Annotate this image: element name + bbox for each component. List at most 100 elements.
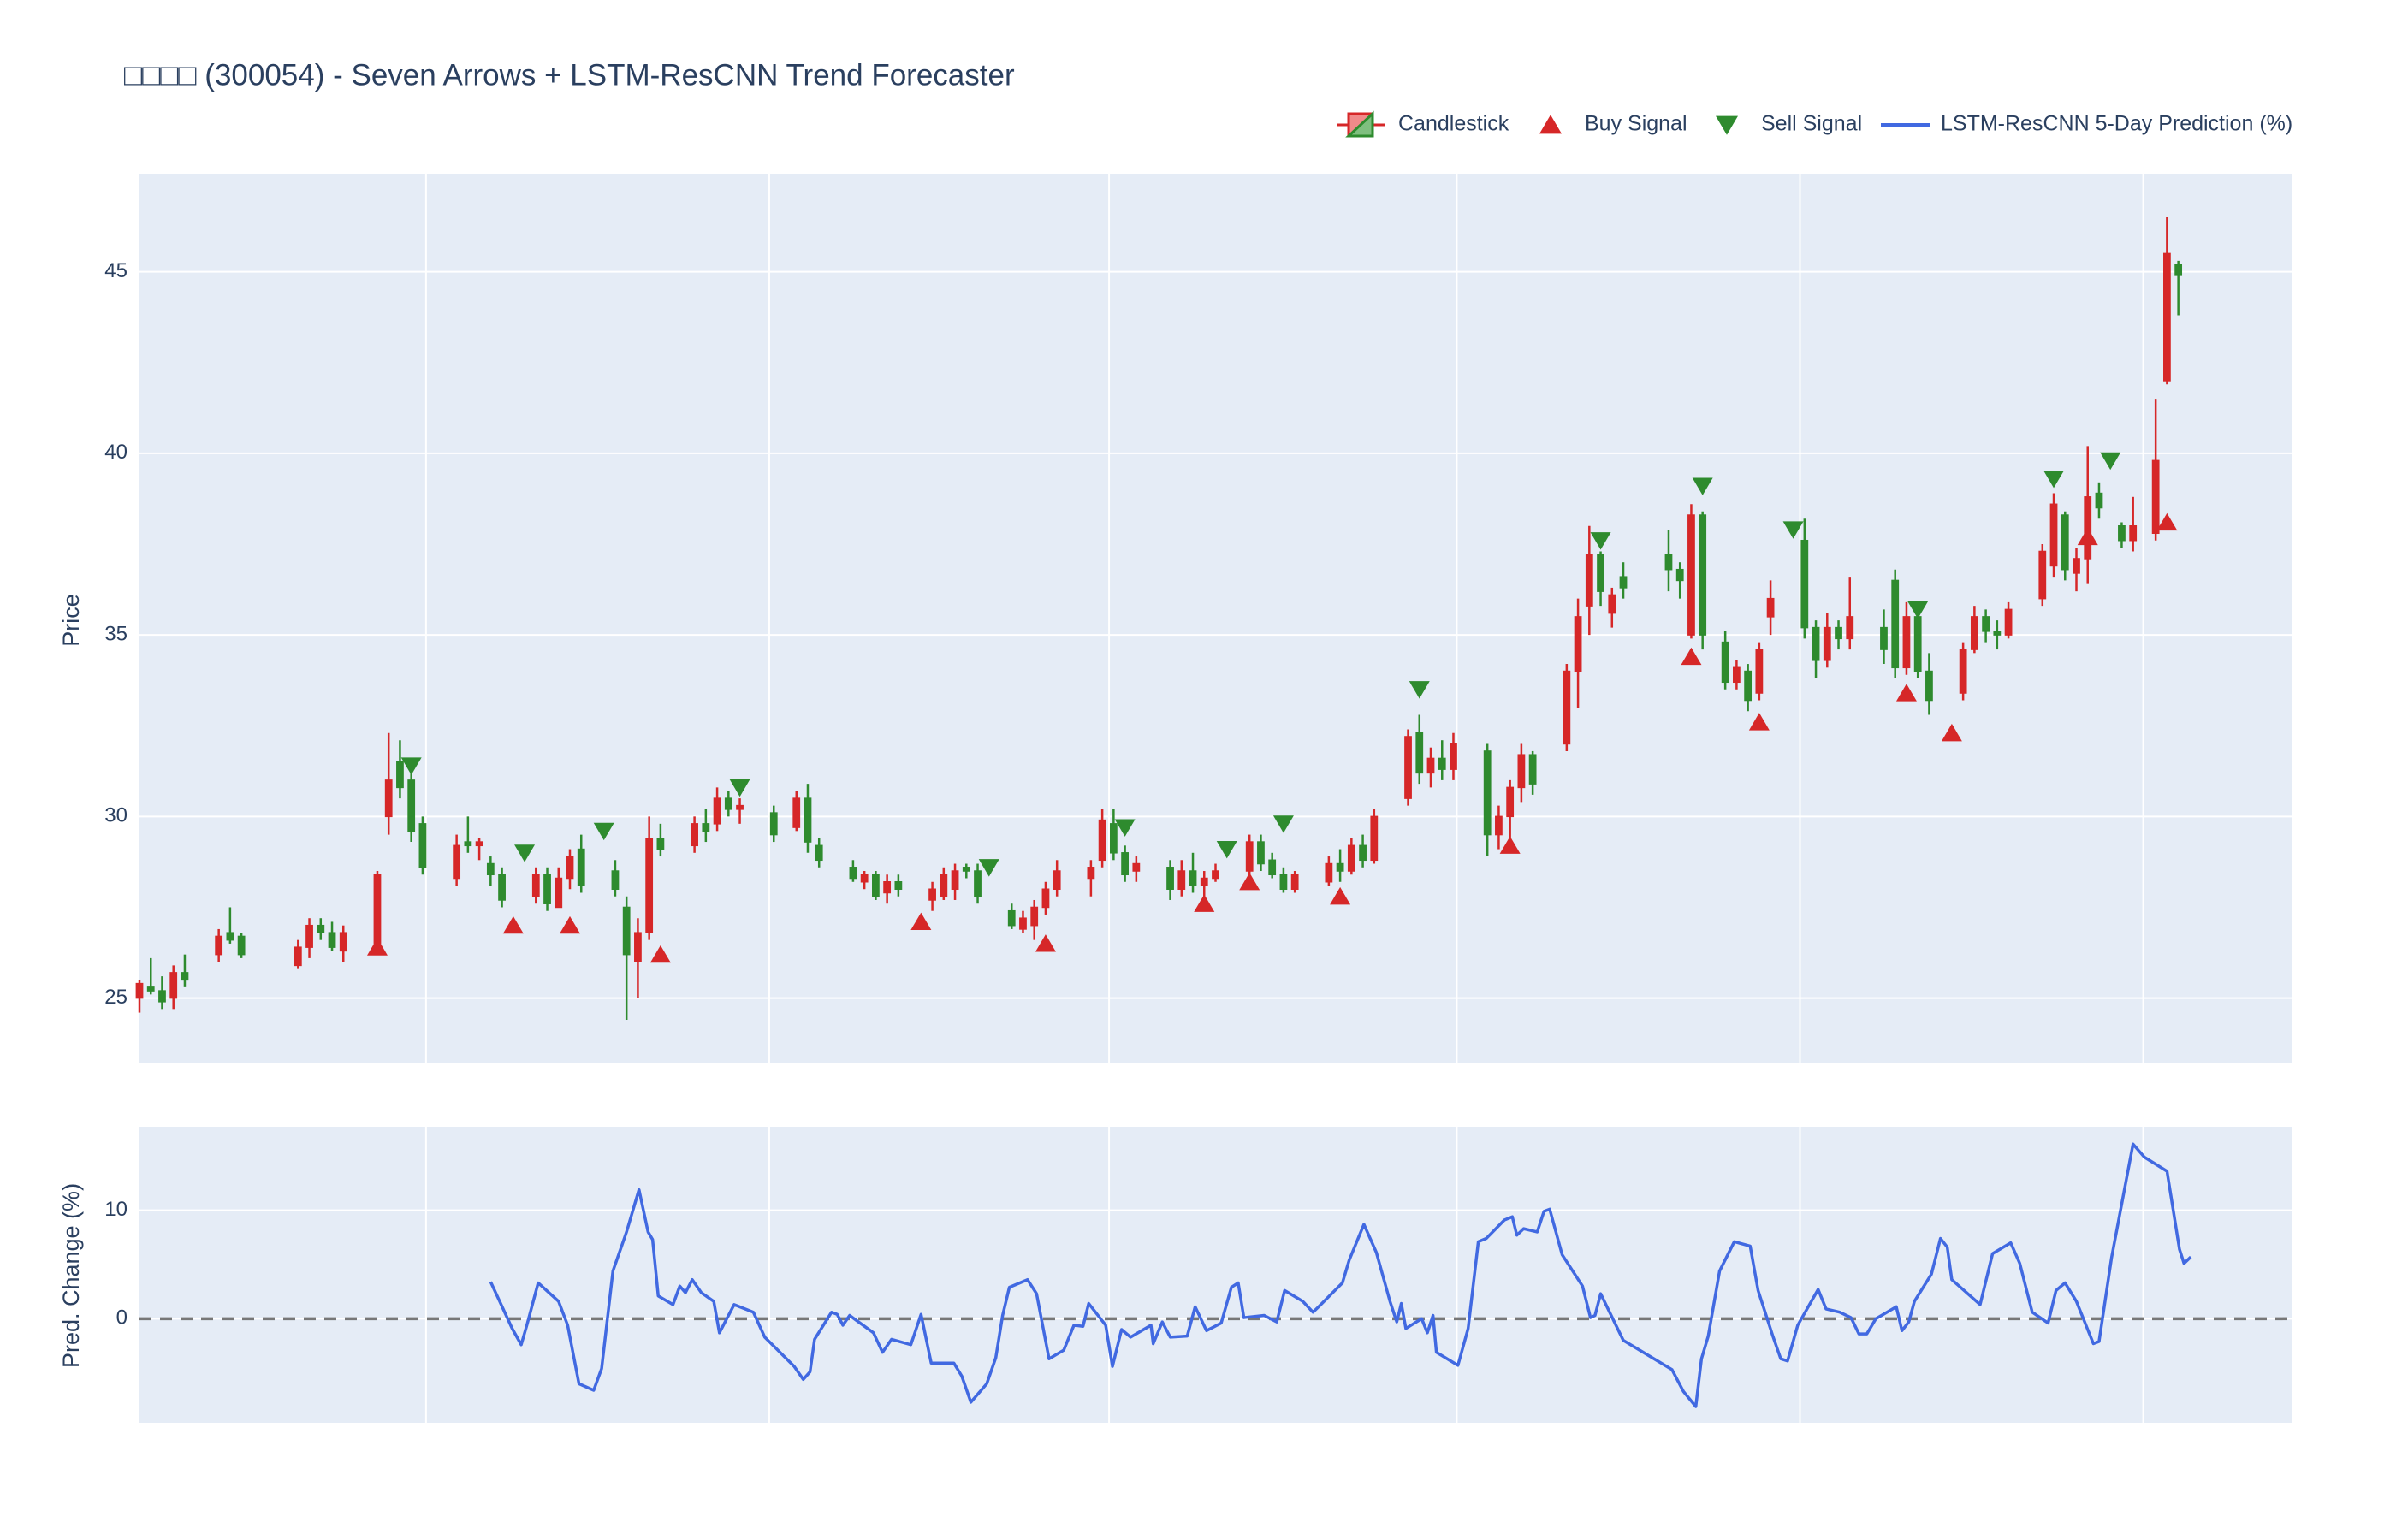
candle-body [1766,597,1775,618]
candle-body [804,797,812,843]
candle-body [974,870,982,897]
candle-body [815,844,823,862]
candle-body [951,870,959,890]
candle-body [1007,909,1016,927]
candle-body [1200,877,1208,886]
candle-body [1687,514,1695,636]
y-axis-title: Pred. Change (%) [58,1183,84,1368]
candle-body [1664,554,1673,571]
signal-marker [1895,684,1917,702]
candle-body [2095,492,2103,509]
candle-body [1098,819,1106,862]
candle-body [1041,888,1050,909]
candle-body [1245,841,1254,872]
legend-label: Sell Signal [1761,112,1862,136]
legend-label: Buy Signal [1585,112,1687,136]
candle-body [2118,525,2126,542]
candle-body [1891,579,1900,669]
signal-marker [1409,681,1430,699]
signal-marker [910,912,932,931]
prediction-line [489,1142,2192,1408]
candle-body [1325,862,1333,883]
candle-body [1053,870,1061,890]
signal-marker [2156,512,2178,531]
candle-body [656,838,665,850]
y-tick-label: 10 [104,1198,128,1221]
candle-body [486,862,495,876]
candle-body [713,797,721,825]
candle-body [2004,608,2013,636]
candle-body [1483,750,1492,836]
candle-body [769,812,778,836]
candle-body [1404,736,1412,799]
candle-body [531,874,540,897]
legend-marker [1539,115,1562,134]
candle-body [566,856,574,880]
candle-body [1574,616,1582,672]
candle-body [1415,732,1424,774]
candle-body [1336,862,1344,872]
candle-body [1880,626,1888,650]
y-tick-label: 35 [104,622,128,645]
signal-marker [1035,934,1056,952]
candle-body [872,874,880,897]
candle-body [1823,626,1831,661]
candle-body [135,982,144,999]
candle-body [237,935,246,956]
candle-body [373,874,382,945]
chart-title: □□□□ (300054) - Seven Arrows + LSTM-ResC… [124,58,1015,92]
candle-body [317,924,325,933]
y-tick-label: 30 [104,804,128,827]
signal-marker [2043,470,2065,489]
candle-body [339,932,347,952]
candle-body [1959,649,1967,694]
candle-body [1563,670,1571,745]
candle-body [622,906,631,956]
candle-body [294,946,302,967]
signal-marker [1681,647,1702,666]
candle-body [1902,616,1911,669]
candle-body [1450,743,1457,770]
candle-body [577,848,585,886]
signal-marker [1907,601,1929,619]
y-tick-label: 25 [104,986,128,1009]
candle-body [1812,626,1820,661]
candle-body [1189,870,1197,886]
y-axis-title: Price [58,594,84,647]
candle-body [475,841,483,847]
candle-body [611,870,620,890]
signal-marker [1782,521,1804,539]
signal-marker [2077,527,2098,546]
signal-marker [978,859,999,877]
candle-body [1619,576,1628,589]
candle-body [2163,252,2171,382]
y-tick-label: 45 [104,259,128,282]
candle-body [1030,906,1039,927]
candle-body [158,990,166,1003]
signal-marker [1239,872,1260,891]
signal-marker [1330,886,1351,905]
signal-marker [400,757,422,775]
candle-body [849,867,857,880]
candle-body [1846,616,1854,640]
signal-marker [593,822,614,841]
signal-marker [514,844,536,862]
candle-body [1359,844,1367,862]
candle-body [1132,862,1141,872]
candle-body [328,932,336,948]
legend: Candlestick Buy Signal Sell Signal LSTM-Res… [1337,110,2292,138]
candle-body [555,877,563,909]
candle-body [1835,626,1842,640]
candle-body [2038,550,2047,600]
signal-marker [366,938,388,956]
candle-body [2129,525,2138,542]
signal-marker [1692,477,1713,495]
candle-body [1733,666,1741,684]
candle-body [169,972,178,999]
candle-body [1370,815,1379,862]
candle-body [894,881,903,890]
candle-body [2049,503,2058,567]
signal-marker [560,915,580,934]
candle-body [940,874,948,897]
